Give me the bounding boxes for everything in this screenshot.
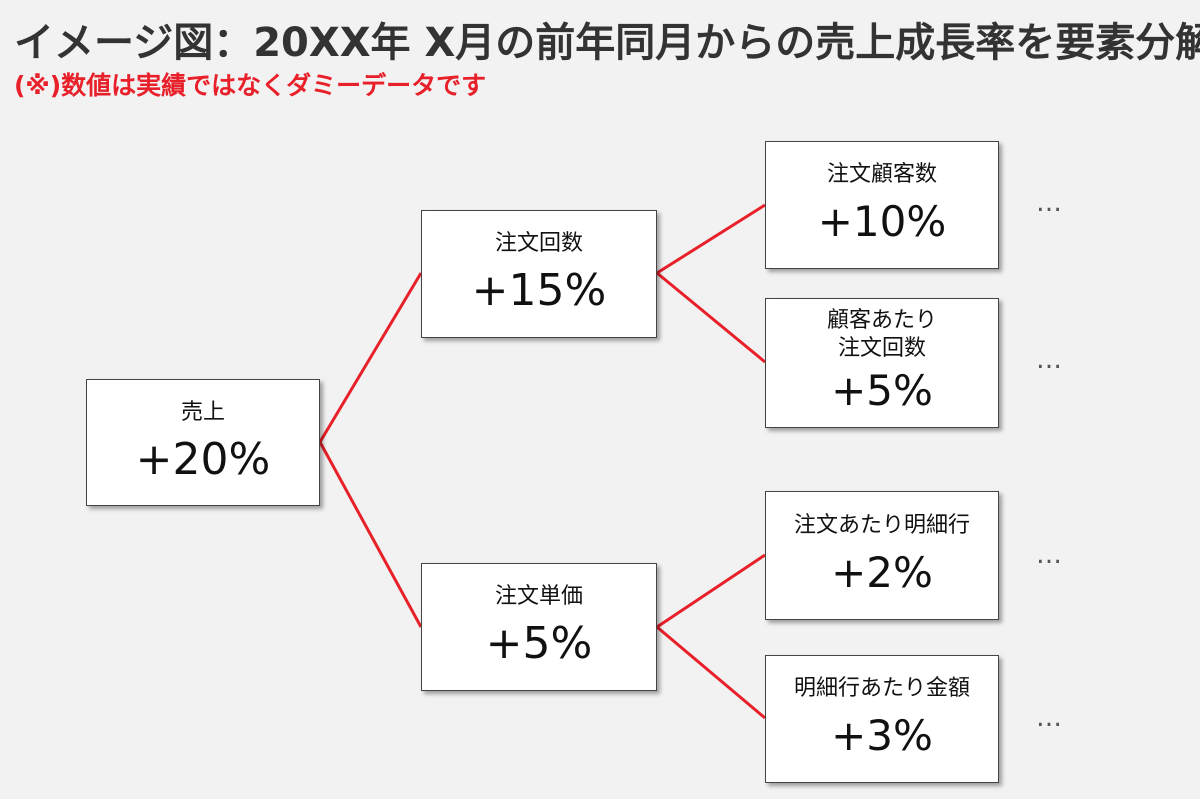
node-value: +3%	[831, 711, 933, 760]
node-label: 注文単価	[494, 584, 583, 609]
node-label: 注文回数	[494, 231, 583, 256]
link-root-order-count	[318, 272, 423, 443]
node-sales: 売上 +20%	[86, 379, 320, 506]
node-label: 売上	[180, 399, 225, 425]
node-value: +5%	[485, 618, 593, 669]
node-value: +5%	[831, 366, 933, 415]
link-root-order-price	[318, 441, 423, 628]
ellipsis-lines-per-order: …	[1036, 540, 1066, 570]
node-order-count: 注文回数 +15%	[421, 210, 657, 338]
ellipsis-orders-per-customer: …	[1036, 345, 1066, 375]
link-order-price-lines-per-order	[656, 553, 766, 629]
node-value: +15%	[471, 265, 607, 316]
link-order-count-customers	[656, 203, 766, 275]
node-orders-per-customer: 顧客あたり 注文回数 +5%	[765, 298, 999, 428]
node-label: 明細行あたり金額	[793, 676, 970, 701]
dummy-data-note: (※)数値は実績ではなくダミーデータです	[14, 71, 487, 100]
node-label: 注文顧客数	[826, 162, 937, 187]
node-amount-per-line: 明細行あたり金額 +3%	[765, 655, 999, 783]
link-order-count-orders-per-customer	[656, 271, 766, 364]
node-value: +2%	[831, 547, 933, 597]
page-title: イメージ図：20XX年 X月の前年同月からの売上成長率を要素分解	[14, 20, 1200, 66]
node-value: +10%	[817, 197, 947, 246]
node-label: 顧客あたり 注文回数	[826, 308, 937, 361]
node-order-price: 注文単価 +5%	[421, 563, 657, 691]
ellipsis-amount-per-line: …	[1036, 703, 1066, 733]
node-customers: 注文顧客数 +10%	[765, 141, 999, 269]
node-value: +20%	[135, 433, 271, 485]
ellipsis-customers: …	[1036, 188, 1066, 218]
node-lines-per-order: 注文あたり明細行 +2%	[765, 491, 999, 620]
link-order-price-amount-per-line	[656, 625, 766, 720]
node-label: 注文あたり明細行	[793, 512, 970, 538]
